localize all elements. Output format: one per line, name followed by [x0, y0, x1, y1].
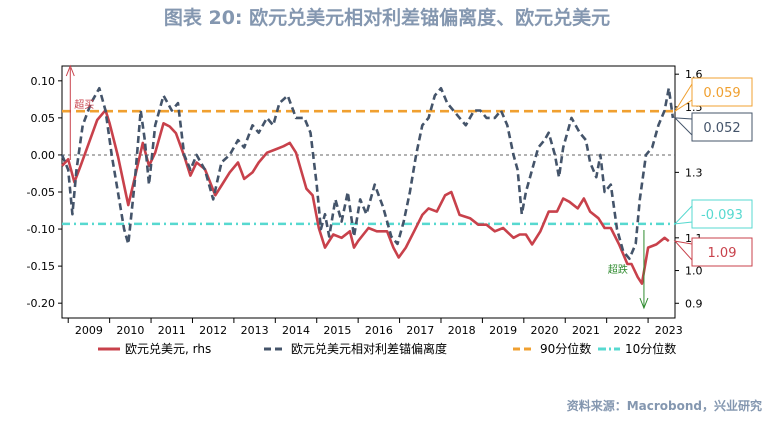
x-tick-label: 2019	[489, 324, 517, 337]
callout-value: 1.09	[708, 246, 737, 261]
legend: 欧元兑美元, rhs 欧元兑美元相对利差锚偏离度 90分位数 10分位数	[98, 341, 676, 356]
legend-label: 欧元兑美元相对利差锚偏离度	[291, 341, 447, 356]
legend-label: 90分位数	[540, 341, 591, 356]
oversold-label: 超跌	[608, 263, 628, 276]
plot-frame	[61, 65, 676, 319]
legend-label: 10分位数	[625, 341, 676, 356]
x-tick-label: 2023	[655, 324, 683, 337]
callout-box	[691, 199, 753, 229]
x-tick-label: 2017	[406, 324, 434, 337]
x-tick-label: 2011	[158, 324, 186, 337]
overbought-label: 超买	[74, 98, 94, 111]
y-left-tick-label: -0.05	[27, 186, 55, 199]
x-tick-label: 2009	[75, 324, 103, 337]
deviation-line	[60, 86, 675, 260]
eurusd-line	[61, 108, 670, 285]
x-tick-label: 2015	[323, 324, 351, 337]
y-left-tick-label: -0.15	[27, 260, 55, 273]
x-tick-label: 2012	[199, 324, 227, 337]
x-tick-label: 2010	[116, 324, 144, 337]
x-tick-label: 2018	[448, 324, 476, 337]
callout-pointer	[673, 240, 693, 262]
y-left-tick-label: 0.10	[31, 75, 56, 88]
y-left-tick-label: -0.20	[27, 297, 55, 310]
x-tick-label: 2022	[613, 324, 641, 337]
callout-box	[691, 112, 753, 142]
callout-box	[691, 77, 753, 107]
reference-lines	[62, 109, 675, 226]
y-right-tick-label: 1.3	[685, 166, 703, 179]
y-right-tick-label: 1.0	[685, 265, 703, 278]
callout-value: 0.052	[703, 121, 740, 136]
overbought-arrow-head	[65, 64, 75, 77]
x-tick-label: 2016	[365, 324, 393, 337]
x-tick-label: 2021	[572, 324, 600, 337]
y-left-tick-label: -0.10	[27, 223, 55, 236]
callout-value: -0.093	[701, 208, 743, 223]
callout-pointer	[673, 204, 693, 225]
callout-value: 0.059	[703, 86, 740, 101]
x-tick-label: 2020	[531, 324, 559, 337]
legend-label: 欧元兑美元, rhs	[125, 342, 211, 356]
callout-pointer	[673, 117, 693, 137]
y-left-tick-label: 0.05	[31, 112, 56, 125]
series-layer	[60, 86, 675, 285]
y-left-tick-label: 0.00	[31, 149, 56, 162]
chart-title: 图表 20: 欧元兑美元相对利差锚偏离度、欧元兑美元	[164, 6, 610, 29]
x-tick-label: 2014	[282, 324, 310, 337]
callouts-layer: 0.059 0.052 -0.093 1.09	[673, 77, 753, 267]
x-tick-label: 2013	[241, 324, 269, 337]
oversold-arrow-head	[639, 297, 649, 310]
y-right-tick-label: 0.9	[685, 297, 703, 310]
callout-box	[691, 237, 753, 267]
source-note: 资料来源：Macrobond，兴业研究	[567, 398, 762, 413]
